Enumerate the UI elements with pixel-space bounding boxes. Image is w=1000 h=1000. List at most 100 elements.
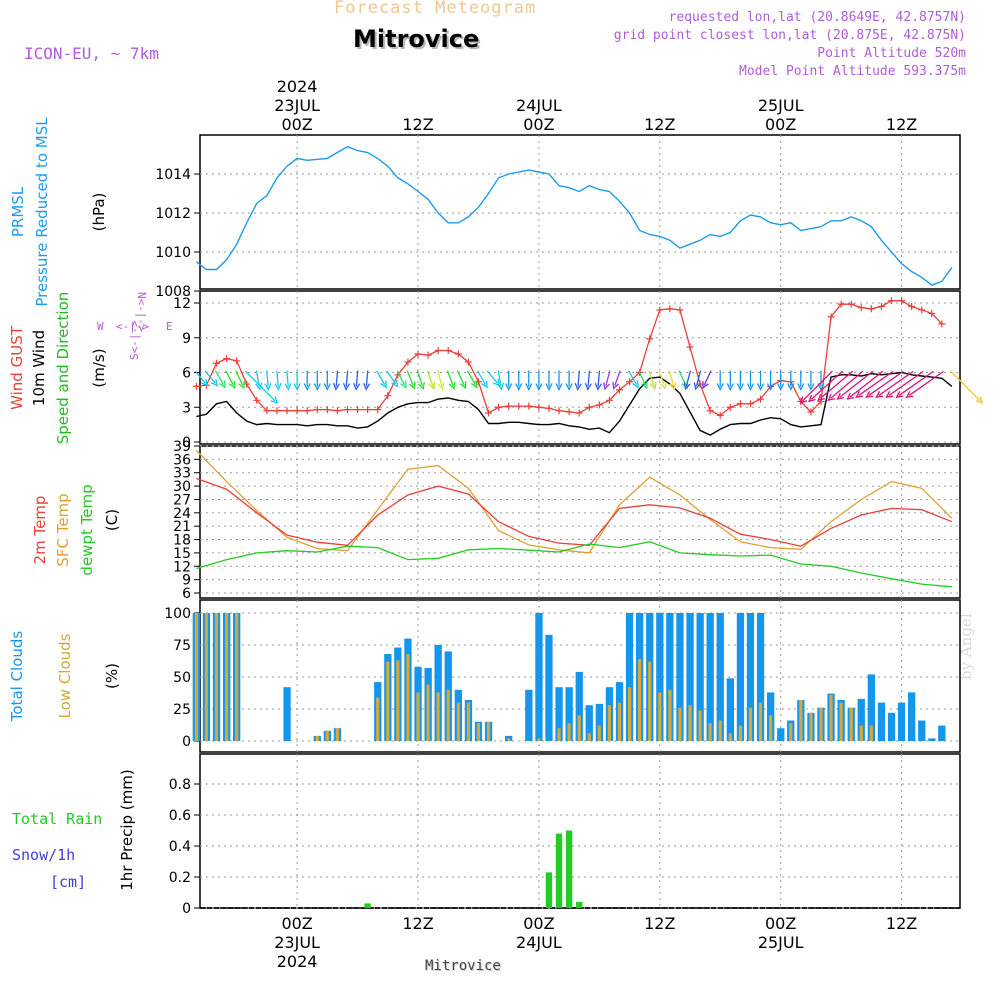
wind-arrow-head: [716, 383, 724, 391]
y-tick-label: 18: [173, 533, 191, 549]
requested-coords: requested lon,lat (20.8649E, 42.8757N): [668, 10, 966, 25]
gust-marker: [213, 359, 221, 367]
wind-arrow-head: [428, 381, 436, 390]
bottom-time-label: 12Z: [644, 914, 675, 933]
wind-arrow-head: [459, 381, 467, 390]
bottom-time-label: 12Z: [886, 914, 917, 933]
low-cloud-bar: [789, 723, 793, 741]
total-cloud-bar: [887, 712, 896, 741]
gust-marker: [555, 407, 563, 415]
gust-marker: [364, 406, 372, 414]
footer-location: Mitrovice: [425, 958, 501, 974]
wind-arrow-head: [219, 380, 226, 389]
wind-arrow: [497, 370, 505, 391]
wind-arrow-shaft: [355, 370, 359, 387]
low-cloud-bar: [537, 738, 541, 741]
total-cloud-bar: [756, 613, 765, 741]
compass-s: S<-|->: [128, 320, 141, 360]
total-cloud-axis-label: Total Clouds: [8, 631, 26, 723]
low-cloud-bar: [758, 702, 763, 741]
wind-arrow-shaft: [878, 370, 914, 396]
wind-arrow-head: [505, 383, 513, 391]
gust-marker: [303, 407, 311, 415]
wind-arrow: [726, 370, 734, 391]
wind-arrow-shaft: [648, 370, 655, 387]
gust-marker: [646, 335, 654, 343]
wind-arrow-head: [905, 390, 914, 398]
gust-marker: [716, 411, 724, 419]
low-cloud-bar: [769, 715, 773, 741]
wind-arrow: [628, 370, 639, 389]
wind-arrow-head: [270, 396, 279, 404]
compass-arrows: <-|->: [116, 320, 149, 333]
wind-arrow: [342, 370, 351, 391]
low-cloud-bar: [668, 689, 672, 741]
low-cloud-bar: [698, 710, 702, 741]
gust-marker: [192, 382, 200, 390]
total-cloud-bar: [595, 703, 603, 741]
wind-arrow-head: [515, 383, 523, 391]
wind-arrow: [225, 370, 236, 389]
dewpt-line: [196, 541, 952, 588]
wind-arrow-head: [702, 381, 709, 390]
low-cloud-bar: [376, 697, 380, 741]
y-tick-label: 36: [173, 452, 191, 468]
wind-arrow-shaft: [685, 370, 692, 387]
wind-arrow: [756, 370, 765, 391]
low-cloud-bar: [416, 692, 420, 741]
gust-marker: [615, 386, 623, 394]
gust-marker: [626, 378, 634, 386]
total-cloud-bar: [625, 613, 634, 741]
wind-arrow: [827, 370, 864, 402]
wind-arrow: [194, 370, 209, 387]
wind-arrow: [456, 370, 467, 390]
wind-arrow-head: [756, 383, 765, 391]
gust-marker: [857, 304, 865, 312]
wind-arrow-head: [683, 382, 691, 391]
wind-arrow-head: [323, 383, 331, 391]
wind-arrow-shaft: [614, 370, 621, 386]
wind-arrow-shaft: [335, 370, 339, 387]
total-cloud-bar: [565, 687, 573, 741]
y-tick-label: 75: [173, 638, 191, 654]
pressure-unit: (hPa): [90, 193, 108, 232]
wind-arrow-shaft: [376, 370, 386, 385]
low-cloud-bar: [456, 702, 460, 741]
y-tick-label: 12: [173, 296, 191, 312]
wind-arrow-shaft: [810, 370, 844, 400]
gust-marker: [686, 343, 694, 351]
wind-arrow-shaft: [577, 370, 581, 387]
total-cloud-bar: [696, 613, 704, 741]
low-cloud-bar: [597, 725, 601, 741]
wind-arrow-shaft: [266, 370, 269, 387]
wind-arrow: [885, 370, 924, 398]
panel-frame: [199, 445, 961, 599]
wind-arrow-head: [693, 382, 701, 391]
wind-arrow-head: [332, 382, 340, 391]
wind-arrow-head: [659, 381, 667, 391]
low-cloud-bar: [638, 659, 642, 741]
wind-arrow: [363, 370, 371, 391]
low-cloud-bar: [587, 733, 591, 741]
total-cloud-bar: [716, 613, 724, 741]
y-tick-label: 6: [182, 366, 191, 382]
wind-arrow-shaft: [214, 370, 225, 385]
low-cloud-bar: [628, 687, 632, 741]
rain-bar: [576, 901, 583, 908]
wind-arrow: [406, 370, 416, 390]
wind-arrow: [817, 370, 825, 391]
wind-arrow-head: [817, 393, 825, 402]
y-tick-label: 0: [182, 435, 191, 451]
wind-arrow: [693, 370, 702, 391]
wind-arrow: [555, 370, 563, 391]
total-cloud-bar: [867, 674, 875, 741]
gust-marker: [233, 357, 241, 365]
total-cloud-bar: [736, 613, 745, 741]
low-cloud-bar: [557, 728, 561, 741]
gust-marker: [535, 403, 543, 411]
snow-unit-label: [cm]: [50, 873, 86, 891]
y-tick-label: 21: [173, 519, 191, 535]
wind-arrow-head: [855, 390, 864, 398]
